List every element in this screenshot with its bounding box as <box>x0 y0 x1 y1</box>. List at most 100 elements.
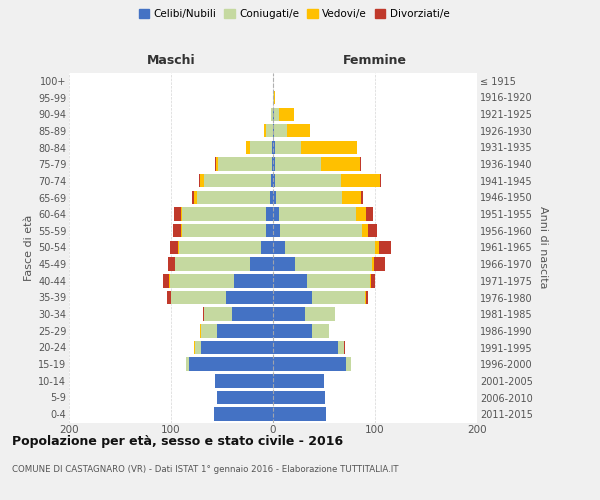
Bar <box>178 241 179 254</box>
Bar <box>307 274 370 287</box>
Bar <box>273 124 274 138</box>
Bar <box>203 174 271 188</box>
Bar <box>279 108 295 121</box>
Bar <box>273 374 324 388</box>
Bar <box>374 258 385 271</box>
Bar <box>362 224 368 237</box>
Bar <box>274 91 275 104</box>
Bar <box>273 141 275 154</box>
Bar <box>273 174 275 188</box>
Bar <box>170 274 234 287</box>
Bar <box>264 124 266 138</box>
Bar <box>203 308 232 321</box>
Text: COMUNE DI CASTAGNARO (VR) - Dati ISTAT 1° gennaio 2016 - Elaborazione TUTTITALIA: COMUNE DI CASTAGNARO (VR) - Dati ISTAT 1… <box>12 465 398 474</box>
Y-axis label: Anni di nascita: Anni di nascita <box>538 206 548 288</box>
Bar <box>272 158 273 171</box>
Bar <box>312 291 365 304</box>
Bar <box>279 208 356 221</box>
Bar <box>366 208 373 221</box>
Bar <box>273 91 274 104</box>
Bar <box>275 174 341 188</box>
Bar <box>218 158 272 171</box>
Bar <box>273 158 275 171</box>
Bar <box>280 224 362 237</box>
Bar <box>216 158 218 171</box>
Bar <box>274 124 287 138</box>
Bar <box>181 208 182 221</box>
Bar <box>287 124 310 138</box>
Bar <box>271 108 273 121</box>
Bar <box>266 124 273 138</box>
Bar <box>217 391 273 404</box>
Bar <box>368 224 377 237</box>
Bar <box>194 191 197 204</box>
Bar <box>247 141 250 154</box>
Bar <box>182 224 266 237</box>
Bar <box>163 274 169 287</box>
Bar <box>321 158 360 171</box>
Bar <box>356 208 366 221</box>
Bar <box>271 174 273 188</box>
Bar <box>266 224 273 237</box>
Bar <box>273 408 326 421</box>
Bar <box>275 158 321 171</box>
Bar <box>234 274 273 287</box>
Bar <box>275 141 301 154</box>
Bar <box>273 224 280 237</box>
Bar <box>273 208 279 221</box>
Bar <box>171 291 226 304</box>
Bar <box>173 224 181 237</box>
Bar <box>365 291 366 304</box>
Bar <box>273 308 305 321</box>
Bar <box>250 141 272 154</box>
Bar <box>273 274 307 287</box>
Bar <box>200 174 203 188</box>
Bar <box>182 208 266 221</box>
Bar <box>370 274 371 287</box>
Bar <box>305 308 335 321</box>
Bar <box>181 224 182 237</box>
Legend: Celibi/Nubili, Coniugati/e, Vedovi/e, Divorziati/e: Celibi/Nubili, Coniugati/e, Vedovi/e, Di… <box>134 5 454 24</box>
Bar <box>250 258 273 271</box>
Bar <box>341 174 380 188</box>
Bar <box>169 274 170 287</box>
Bar <box>193 191 194 204</box>
Bar <box>174 208 181 221</box>
Bar <box>273 324 312 338</box>
Bar <box>344 341 346 354</box>
Bar <box>361 191 363 204</box>
Bar <box>217 324 273 338</box>
Bar <box>215 374 273 388</box>
Bar <box>301 141 356 154</box>
Bar <box>273 341 338 354</box>
Bar <box>266 208 273 221</box>
Bar <box>273 241 285 254</box>
Bar <box>343 191 361 204</box>
Bar <box>187 358 190 371</box>
Bar <box>273 358 346 371</box>
Text: Maschi: Maschi <box>146 54 196 68</box>
Bar <box>168 258 175 271</box>
Bar <box>380 174 381 188</box>
Bar <box>274 108 279 121</box>
Text: Femmine: Femmine <box>343 54 407 68</box>
Bar <box>346 358 350 371</box>
Bar <box>379 241 391 254</box>
Bar <box>167 291 171 304</box>
Bar <box>194 341 196 354</box>
Bar <box>273 191 276 204</box>
Bar <box>214 408 273 421</box>
Bar <box>170 241 178 254</box>
Bar <box>273 258 295 271</box>
Bar <box>199 174 200 188</box>
Bar <box>371 274 375 287</box>
Bar <box>179 241 261 254</box>
Bar <box>273 291 312 304</box>
Bar <box>232 308 273 321</box>
Bar <box>360 158 361 171</box>
Bar <box>372 258 374 271</box>
Bar <box>273 391 325 404</box>
Bar <box>375 241 379 254</box>
Bar <box>272 141 273 154</box>
Bar <box>312 324 329 338</box>
